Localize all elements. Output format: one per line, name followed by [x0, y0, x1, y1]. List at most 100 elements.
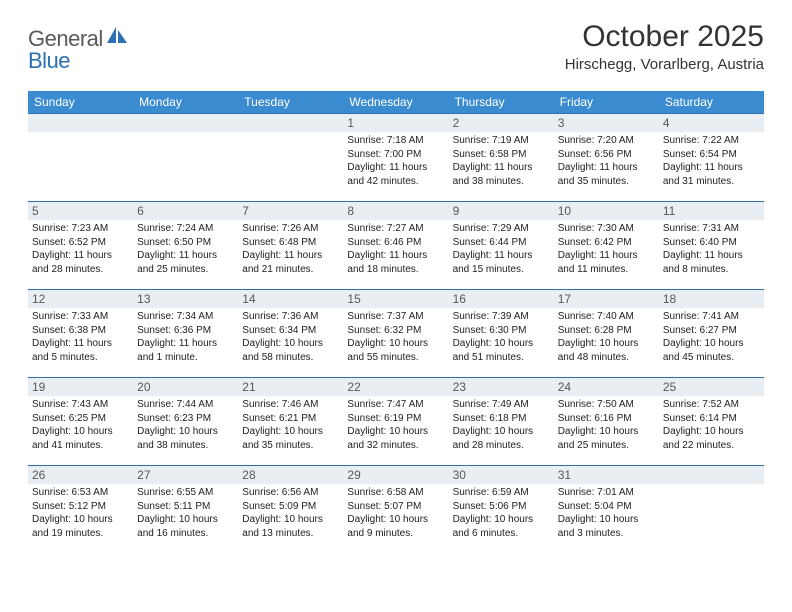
calendar-cell: 14 Sunrise: 7:36 AMSunset: 6:34 PMDayligh…: [238, 289, 343, 377]
calendar-cell: 25 Sunrise: 7:52 AMSunset: 6:14 PMDayligh…: [659, 377, 764, 465]
day-number: 30: [449, 465, 554, 484]
day-number: 3: [554, 113, 659, 132]
page-title: October 2025: [565, 20, 764, 54]
day-details: Sunrise: 6:53 AMSunset: 5:12 PMDaylight:…: [32, 486, 129, 540]
day-number: 11: [659, 201, 764, 220]
calendar-cell: 3 Sunrise: 7:20 AMSunset: 6:56 PMDaylight…: [554, 113, 659, 201]
brand-second: Blue: [28, 48, 70, 73]
day-number: 5: [28, 201, 133, 220]
day-details: Sunrise: 7:41 AMSunset: 6:27 PMDaylight:…: [663, 310, 760, 364]
calendar-week: 19 Sunrise: 7:43 AMSunset: 6:25 PMDayligh…: [28, 377, 764, 465]
day-details: Sunrise: 7:33 AMSunset: 6:38 PMDaylight:…: [32, 310, 129, 364]
calendar-cell: 29 Sunrise: 6:58 AMSunset: 5:07 PMDayligh…: [343, 465, 448, 553]
calendar-cell: 31 Sunrise: 7:01 AMSunset: 5:04 PMDayligh…: [554, 465, 659, 553]
day-number: 22: [343, 377, 448, 396]
calendar-cell: 9 Sunrise: 7:29 AMSunset: 6:44 PMDaylight…: [449, 201, 554, 289]
calendar-cell: 19 Sunrise: 7:43 AMSunset: 6:25 PMDayligh…: [28, 377, 133, 465]
day-number: 23: [449, 377, 554, 396]
day-number: 15: [343, 289, 448, 308]
calendar-cell: 24 Sunrise: 7:50 AMSunset: 6:16 PMDayligh…: [554, 377, 659, 465]
day-number: 25: [659, 377, 764, 396]
day-number: 21: [238, 377, 343, 396]
weekday-header: Wednesday: [343, 91, 448, 113]
day-number: 27: [133, 465, 238, 484]
day-details: Sunrise: 7:37 AMSunset: 6:32 PMDaylight:…: [347, 310, 444, 364]
weekday-header: Sunday: [28, 91, 133, 113]
calendar-head: SundayMondayTuesdayWednesdayThursdayFrid…: [28, 91, 764, 113]
calendar-cell: 28 Sunrise: 6:56 AMSunset: 5:09 PMDayligh…: [238, 465, 343, 553]
day-number: 12: [28, 289, 133, 308]
calendar-week: 12 Sunrise: 7:33 AMSunset: 6:38 PMDayligh…: [28, 289, 764, 377]
calendar-cell: 15 Sunrise: 7:37 AMSunset: 6:32 PMDayligh…: [343, 289, 448, 377]
calendar-cell: 2Sunrise: 7:19 AMSunset: 6:58 PMDaylight…: [449, 113, 554, 201]
day-number: 8: [343, 201, 448, 220]
calendar-cell: 10 Sunrise: 7:30 AMSunset: 6:42 PMDayligh…: [554, 201, 659, 289]
day-number: 14: [238, 289, 343, 308]
day-number: 4: [659, 113, 764, 132]
calendar-cell: .: [659, 465, 764, 553]
day-details: Sunrise: 7:31 AMSunset: 6:40 PMDaylight:…: [663, 222, 760, 276]
brand-second-wrap: Blue: [28, 48, 70, 74]
day-number: 7: [238, 201, 343, 220]
day-details: Sunrise: 7:26 AMSunset: 6:48 PMDaylight:…: [242, 222, 339, 276]
day-details: Sunrise: 7:40 AMSunset: 6:28 PMDaylight:…: [558, 310, 655, 364]
day-details: Sunrise: 6:56 AMSunset: 5:09 PMDaylight:…: [242, 486, 339, 540]
day-details: Sunrise: 7:36 AMSunset: 6:34 PMDaylight:…: [242, 310, 339, 364]
day-number: 9: [449, 201, 554, 220]
calendar-cell: 1Sunrise: 7:18 AMSunset: 7:00 PMDaylight…: [343, 113, 448, 201]
calendar-cell: 13Sunrise: 7:34 AMSunset: 6:36 PMDayligh…: [133, 289, 238, 377]
day-details: Sunrise: 7:19 AMSunset: 6:58 PMDaylight:…: [453, 134, 550, 188]
day-details: Sunrise: 7:23 AMSunset: 6:52 PMDaylight:…: [32, 222, 129, 276]
calendar-cell: 18 Sunrise: 7:41 AMSunset: 6:27 PMDayligh…: [659, 289, 764, 377]
day-number: 19: [28, 377, 133, 396]
day-number: 24: [554, 377, 659, 396]
day-number: 28: [238, 465, 343, 484]
weekday-header: Friday: [554, 91, 659, 113]
day-details: Sunrise: 7:18 AMSunset: 7:00 PMDaylight:…: [347, 134, 444, 188]
day-number: 31: [554, 465, 659, 484]
calendar-cell: 16 Sunrise: 7:39 AMSunset: 6:30 PMDayligh…: [449, 289, 554, 377]
calendar-page: General October 2025 Hirschegg, Vorarlbe…: [0, 0, 792, 563]
day-details: Sunrise: 7:30 AMSunset: 6:42 PMDaylight:…: [558, 222, 655, 276]
calendar-cell: 23 Sunrise: 7:49 AMSunset: 6:18 PMDayligh…: [449, 377, 554, 465]
location-subtitle: Hirschegg, Vorarlberg, Austria: [565, 56, 764, 73]
day-number: 17: [554, 289, 659, 308]
calendar-cell: .: [238, 113, 343, 201]
day-details: Sunrise: 7:39 AMSunset: 6:30 PMDaylight:…: [453, 310, 550, 364]
day-details: Sunrise: 7:52 AMSunset: 6:14 PMDaylight:…: [663, 398, 760, 452]
day-details: Sunrise: 7:20 AMSunset: 6:56 PMDaylight:…: [558, 134, 655, 188]
day-number: 20: [133, 377, 238, 396]
day-details: Sunrise: 7:47 AMSunset: 6:19 PMDaylight:…: [347, 398, 444, 452]
weekday-header: Monday: [133, 91, 238, 113]
weekday-header: Saturday: [659, 91, 764, 113]
day-details: Sunrise: 7:44 AMSunset: 6:23 PMDaylight:…: [137, 398, 234, 452]
calendar-week: 5 Sunrise: 7:23 AMSunset: 6:52 PMDaylight…: [28, 201, 764, 289]
day-details: Sunrise: 7:43 AMSunset: 6:25 PMDaylight:…: [32, 398, 129, 452]
day-details: Sunrise: 6:59 AMSunset: 5:06 PMDaylight:…: [453, 486, 550, 540]
calendar-body: ...1Sunrise: 7:18 AMSunset: 7:00 PMDayli…: [28, 113, 764, 553]
day-number: 29: [343, 465, 448, 484]
day-details: Sunrise: 7:01 AMSunset: 5:04 PMDaylight:…: [558, 486, 655, 540]
header: General October 2025 Hirschegg, Vorarlbe…: [28, 20, 764, 73]
day-details: Sunrise: 7:27 AMSunset: 6:46 PMDaylight:…: [347, 222, 444, 276]
calendar-cell: 6Sunrise: 7:24 AMSunset: 6:50 PMDaylight…: [133, 201, 238, 289]
calendar-cell: .: [28, 113, 133, 201]
day-number: 16: [449, 289, 554, 308]
day-number: 10: [554, 201, 659, 220]
calendar-cell: 11 Sunrise: 7:31 AMSunset: 6:40 PMDayligh…: [659, 201, 764, 289]
calendar-cell: 26Sunrise: 6:53 AMSunset: 5:12 PMDayligh…: [28, 465, 133, 553]
day-details: Sunrise: 7:50 AMSunset: 6:16 PMDaylight:…: [558, 398, 655, 452]
calendar-cell: 5 Sunrise: 7:23 AMSunset: 6:52 PMDaylight…: [28, 201, 133, 289]
calendar-cell: 7 Sunrise: 7:26 AMSunset: 6:48 PMDaylight…: [238, 201, 343, 289]
sail-icon: [107, 27, 129, 50]
title-block: October 2025 Hirschegg, Vorarlberg, Aust…: [565, 20, 764, 73]
calendar-cell: 4Sunrise: 7:22 AMSunset: 6:54 PMDaylight…: [659, 113, 764, 201]
day-details: Sunrise: 7:46 AMSunset: 6:21 PMDaylight:…: [242, 398, 339, 452]
calendar-cell: 27Sunrise: 6:55 AMSunset: 5:11 PMDayligh…: [133, 465, 238, 553]
day-details: Sunrise: 7:34 AMSunset: 6:36 PMDaylight:…: [137, 310, 234, 364]
day-number: 18: [659, 289, 764, 308]
day-details: Sunrise: 7:49 AMSunset: 6:18 PMDaylight:…: [453, 398, 550, 452]
day-details: Sunrise: 6:58 AMSunset: 5:07 PMDaylight:…: [347, 486, 444, 540]
day-details: Sunrise: 7:29 AMSunset: 6:44 PMDaylight:…: [453, 222, 550, 276]
weekday-header: Tuesday: [238, 91, 343, 113]
